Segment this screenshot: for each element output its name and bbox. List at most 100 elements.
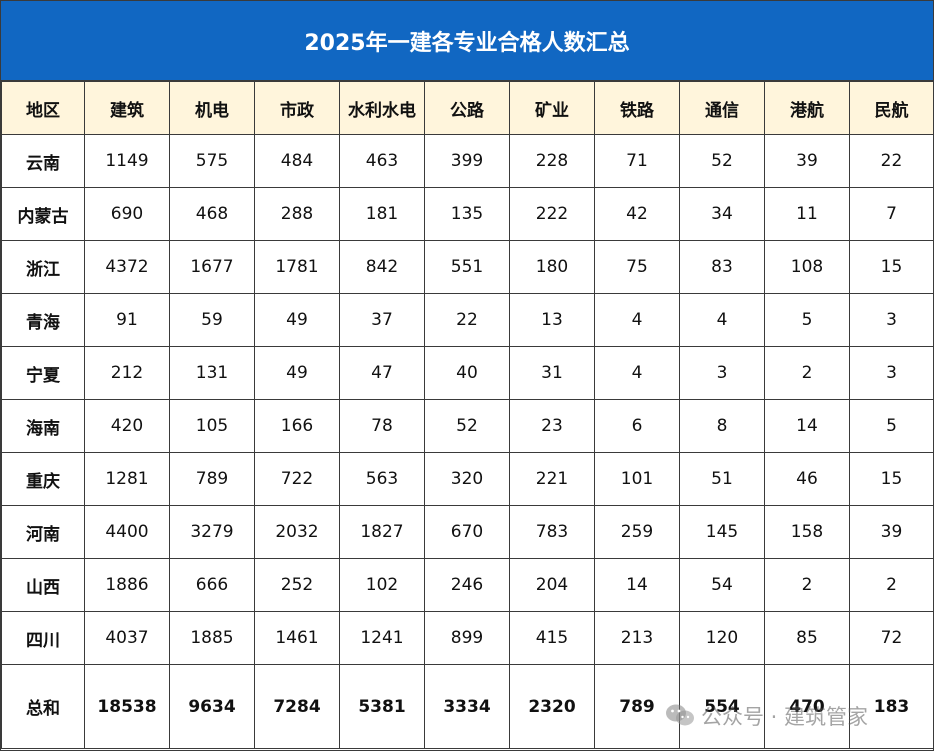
total-cell: 18538 [84, 664, 170, 749]
count-cell: 22 [849, 134, 934, 188]
count-cell: 420 [84, 399, 170, 453]
count-cell: 166 [254, 399, 340, 453]
count-cell: 1677 [169, 240, 255, 294]
count-cell: 13 [509, 293, 595, 347]
region-cell: 海南 [1, 399, 85, 453]
count-cell: 31 [509, 346, 595, 400]
header-specialty: 机电 [169, 81, 255, 135]
count-cell: 158 [764, 505, 850, 559]
count-cell: 15 [849, 452, 934, 506]
total-cell: 2320 [509, 664, 595, 749]
region-cell: 山西 [1, 558, 85, 612]
region-cell: 青海 [1, 293, 85, 347]
count-cell: 222 [509, 187, 595, 241]
region-cell: 四川 [1, 611, 85, 665]
count-cell: 670 [424, 505, 510, 559]
header-specialty: 铁路 [594, 81, 680, 135]
count-cell: 145 [679, 505, 765, 559]
count-cell: 1781 [254, 240, 340, 294]
header-specialty: 市政 [254, 81, 340, 135]
count-cell: 85 [764, 611, 850, 665]
region-cell: 云南 [1, 134, 85, 188]
count-cell: 213 [594, 611, 680, 665]
count-cell: 842 [339, 240, 425, 294]
count-cell: 783 [509, 505, 595, 559]
region-cell: 内蒙古 [1, 187, 85, 241]
table-row: 云南 1149 575 484 463 399 228 71 52 39 22 [1, 134, 934, 188]
count-cell: 1241 [339, 611, 425, 665]
table-row: 宁夏 212 131 49 47 40 31 4 3 2 3 [1, 346, 934, 400]
count-cell: 11 [764, 187, 850, 241]
count-cell: 14 [764, 399, 850, 453]
table-row: 山西 1886 666 252 102 246 204 14 54 2 2 [1, 558, 934, 612]
header-specialty: 港航 [764, 81, 850, 135]
count-cell: 221 [509, 452, 595, 506]
count-cell: 40 [424, 346, 510, 400]
pass-count-table: 地区 建筑 机电 市政 水利水电 公路 矿业 铁路 通信 港航 民航 云南 1149 575 484 463… [1, 81, 934, 749]
count-cell: 2 [764, 346, 850, 400]
region-cell: 重庆 [1, 452, 85, 506]
count-cell: 180 [509, 240, 595, 294]
count-cell: 3 [849, 346, 934, 400]
count-cell: 91 [84, 293, 170, 347]
header-specialty: 水利水电 [339, 81, 425, 135]
count-cell: 4 [594, 346, 680, 400]
count-cell: 181 [339, 187, 425, 241]
count-cell: 1827 [339, 505, 425, 559]
count-cell: 212 [84, 346, 170, 400]
count-cell: 2 [849, 558, 934, 612]
count-cell: 4 [594, 293, 680, 347]
count-cell: 71 [594, 134, 680, 188]
count-cell: 666 [169, 558, 255, 612]
count-cell: 49 [254, 293, 340, 347]
count-cell: 288 [254, 187, 340, 241]
header-specialty: 公路 [424, 81, 510, 135]
count-cell: 54 [679, 558, 765, 612]
count-cell: 78 [339, 399, 425, 453]
totals-row: 总和 18538 9634 7284 5381 3334 2320 789 554 470 183 [1, 664, 934, 749]
count-cell: 4372 [84, 240, 170, 294]
region-cell: 宁夏 [1, 346, 85, 400]
table-row: 海南 420 105 166 78 52 23 6 8 14 5 [1, 399, 934, 453]
count-cell: 120 [679, 611, 765, 665]
region-cell: 河南 [1, 505, 85, 559]
count-cell: 34 [679, 187, 765, 241]
count-cell: 320 [424, 452, 510, 506]
count-cell: 246 [424, 558, 510, 612]
table-row: 浙江 4372 1677 1781 842 551 180 75 83 108 15 [1, 240, 934, 294]
count-cell: 39 [849, 505, 934, 559]
count-cell: 101 [594, 452, 680, 506]
count-cell: 105 [169, 399, 255, 453]
count-cell: 1461 [254, 611, 340, 665]
count-cell: 2032 [254, 505, 340, 559]
count-cell: 72 [849, 611, 934, 665]
count-cell: 259 [594, 505, 680, 559]
count-cell: 563 [339, 452, 425, 506]
total-cell: 470 [764, 664, 850, 749]
count-cell: 4400 [84, 505, 170, 559]
count-cell: 789 [169, 452, 255, 506]
count-cell: 135 [424, 187, 510, 241]
count-cell: 23 [509, 399, 595, 453]
count-cell: 108 [764, 240, 850, 294]
count-cell: 690 [84, 187, 170, 241]
header-specialty: 建筑 [84, 81, 170, 135]
total-cell: 9634 [169, 664, 255, 749]
totals-label: 总和 [1, 664, 85, 749]
table-title: 2025年一建各专业合格人数汇总 [1, 1, 933, 81]
count-cell: 52 [679, 134, 765, 188]
header-row: 地区 建筑 机电 市政 水利水电 公路 矿业 铁路 通信 港航 民航 [1, 81, 934, 135]
count-cell: 4037 [84, 611, 170, 665]
count-cell: 15 [849, 240, 934, 294]
count-cell: 14 [594, 558, 680, 612]
count-cell: 1149 [84, 134, 170, 188]
count-cell: 5 [764, 293, 850, 347]
count-cell: 2 [764, 558, 850, 612]
total-cell: 3334 [424, 664, 510, 749]
count-cell: 575 [169, 134, 255, 188]
total-cell: 5381 [339, 664, 425, 749]
count-cell: 3279 [169, 505, 255, 559]
table-body: 云南 1149 575 484 463 399 228 71 52 39 22 内蒙古 690 468 28… [1, 134, 934, 665]
count-cell: 37 [339, 293, 425, 347]
count-cell: 484 [254, 134, 340, 188]
